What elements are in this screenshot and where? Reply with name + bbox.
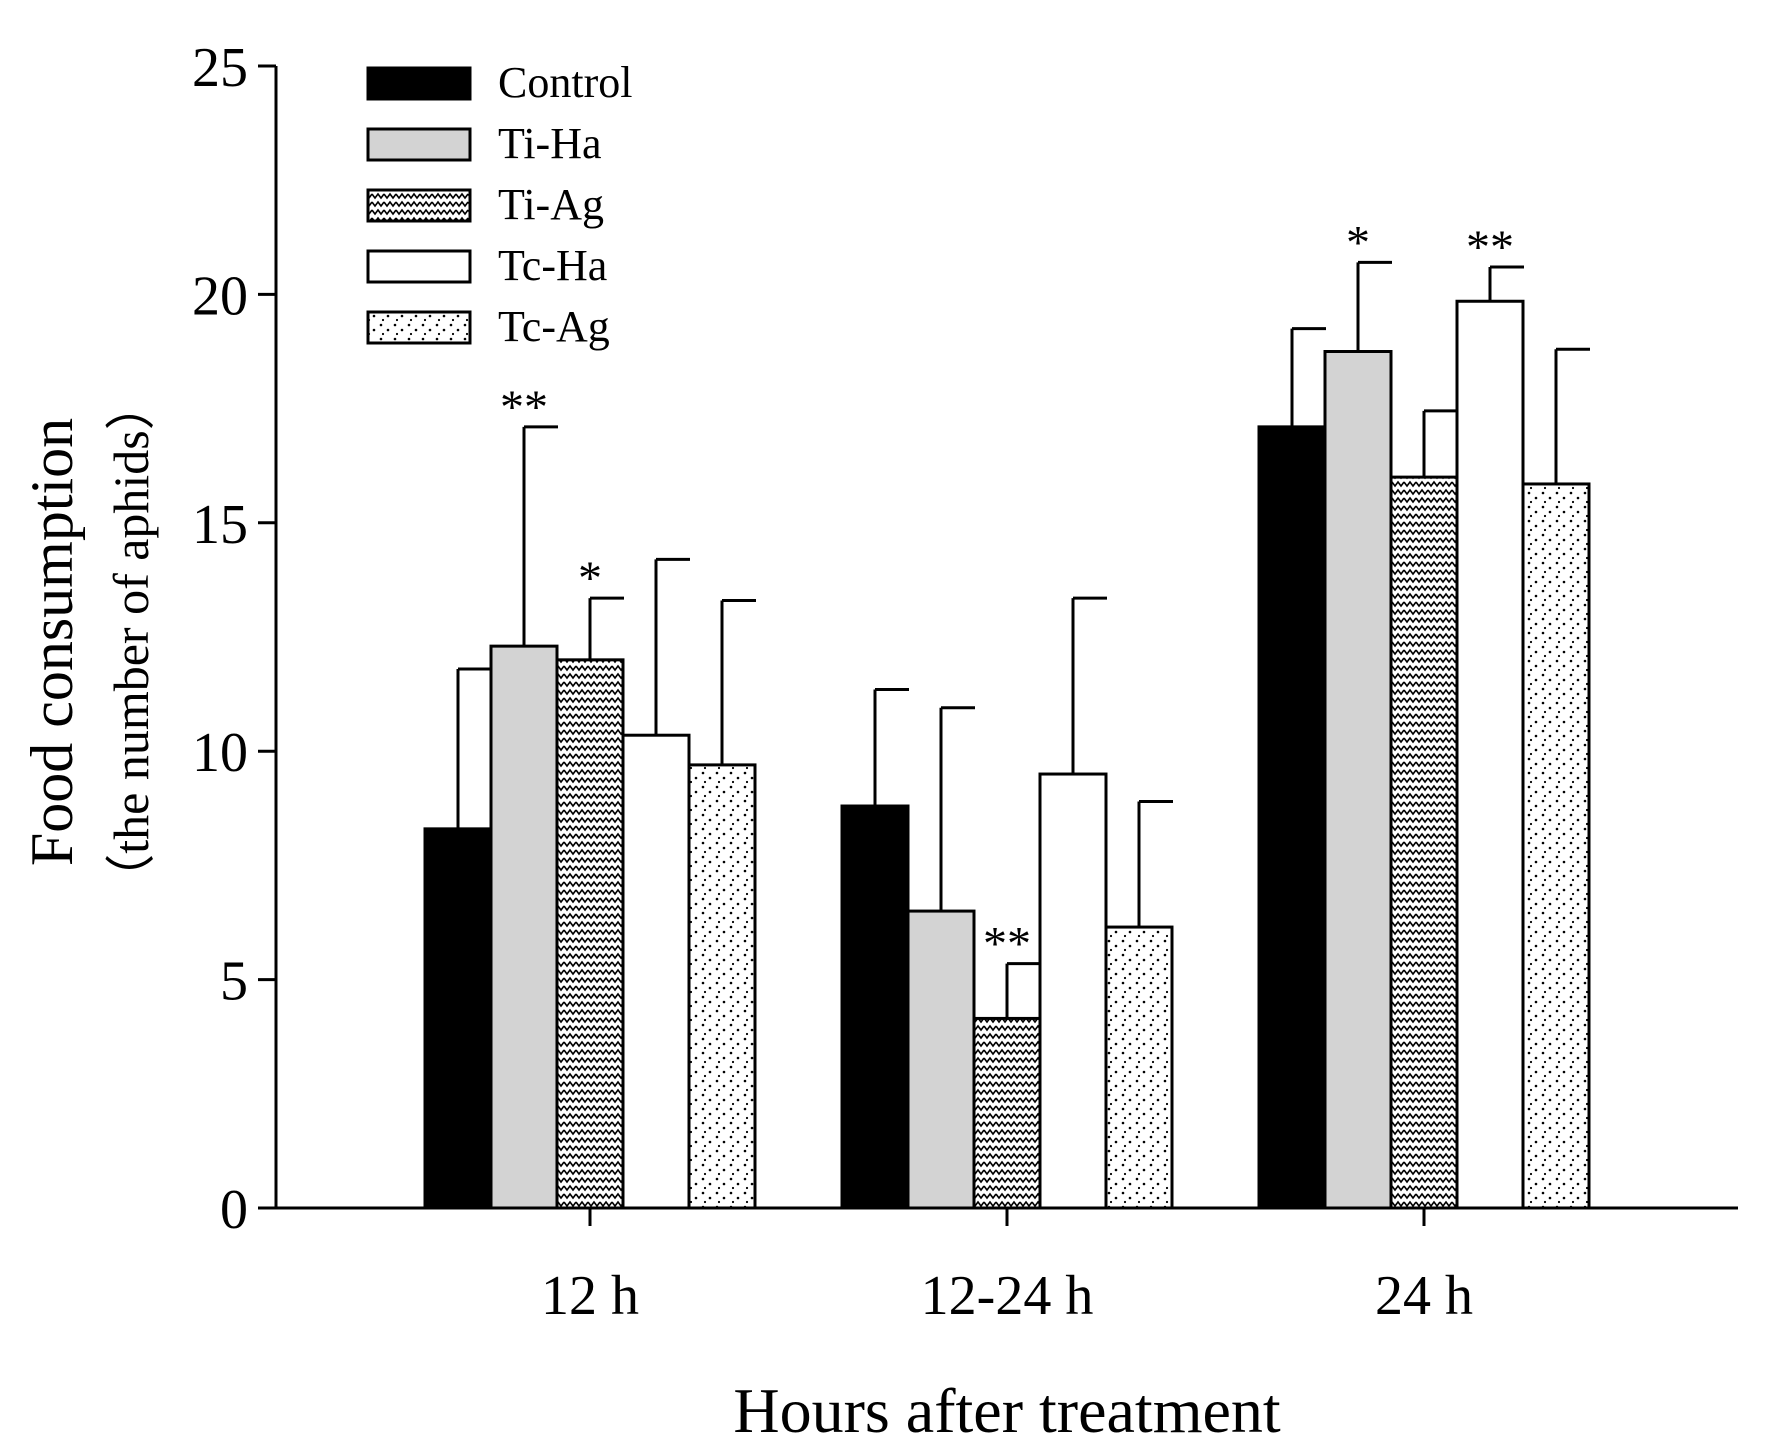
bar-tc-ag: [1104, 925, 1174, 1210]
legend-label: Tc-Ag: [498, 302, 610, 351]
legend-swatch: [366, 127, 472, 162]
bar-ti-ag: [972, 1016, 1042, 1210]
y-ticks: 0 5 10 15 20 25: [192, 37, 276, 1241]
y-tick-label: 0: [220, 1179, 248, 1241]
bar-tc-ag: [1521, 482, 1591, 1210]
legend-label: Ti-Ha: [498, 119, 602, 168]
bars: [423, 299, 1591, 1210]
legend-label: Control: [498, 58, 632, 107]
significance-label: *: [1346, 216, 1370, 269]
bar-control: [423, 827, 493, 1210]
bar-ti-ag: [1389, 475, 1459, 1210]
error-bars: [456, 260, 1590, 1019]
bar-ti-ag: [555, 658, 625, 1210]
bar-tc-ha: [1455, 299, 1525, 1210]
y-tick-label: 25: [192, 37, 248, 99]
x-ticks: 12 h 12-24 h 24 h: [541, 1208, 1473, 1327]
legend-swatch: [366, 249, 472, 284]
x-tick-label: 24 h: [1375, 1265, 1473, 1327]
y-tick-label: 10: [192, 722, 248, 784]
x-axis-label: Hours after treatment: [733, 1375, 1281, 1446]
bar-tc-ha: [621, 733, 691, 1210]
significance-marks: ********: [500, 216, 1514, 970]
bar-ti-ha: [906, 909, 976, 1210]
bar-ti-ha: [1323, 350, 1393, 1210]
legend-swatch: [366, 188, 472, 223]
y-tick-label: 5: [220, 951, 248, 1013]
legend-swatch: [366, 66, 472, 101]
y-axis-label: Food consumption: [19, 418, 85, 866]
bar-tc-ha: [1038, 772, 1108, 1210]
y-tick-label: 20: [192, 265, 248, 327]
significance-label: **: [983, 918, 1031, 971]
legend-label: Ti-Ag: [498, 180, 604, 229]
y-tick-label: 15: [192, 494, 248, 556]
legend: Control Ti-Ha Ti-Ag Tc-Ha Tc-Ag: [366, 58, 632, 351]
significance-label: **: [500, 381, 548, 434]
bar-control: [840, 804, 910, 1210]
bar-ti-ha: [489, 644, 559, 1210]
significance-label: **: [1466, 221, 1514, 274]
x-tick-label: 12 h: [541, 1265, 639, 1327]
legend-swatch: [366, 310, 472, 345]
bar-control: [1257, 425, 1327, 1210]
significance-label: *: [578, 552, 602, 605]
y-axis-label-sub: （the number of aphids）: [103, 380, 159, 904]
x-tick-label: 12-24 h: [921, 1265, 1094, 1327]
legend-label: Tc-Ha: [498, 241, 607, 290]
bar-tc-ag: [687, 763, 757, 1210]
